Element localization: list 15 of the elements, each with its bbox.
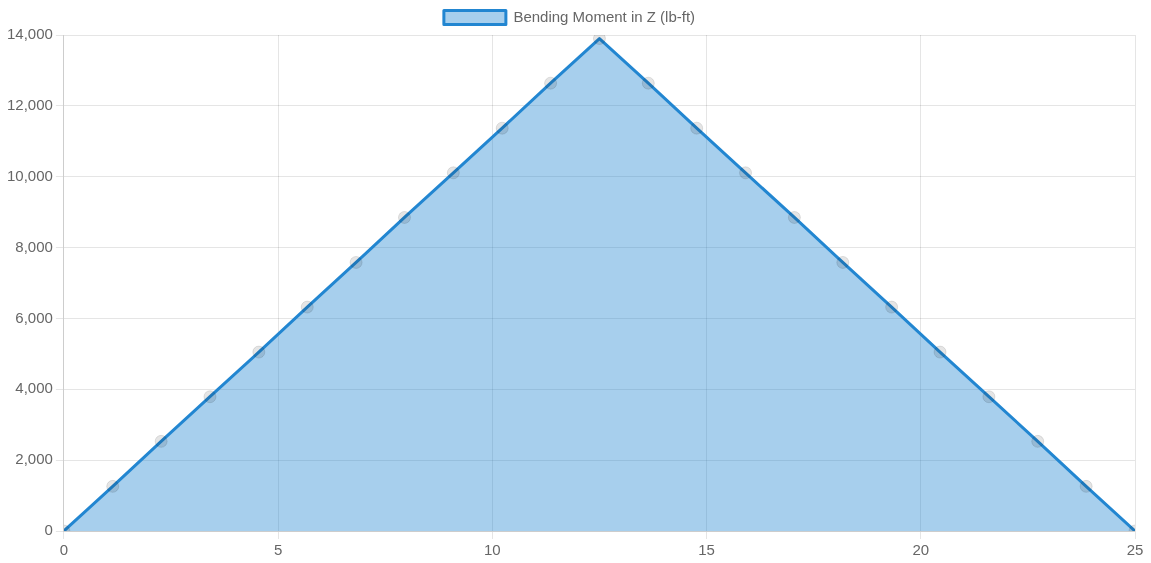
x-tick-label: 25 bbox=[1126, 541, 1144, 559]
x-tick-label: 10 bbox=[483, 541, 501, 559]
y-tick-label: 14,000 bbox=[6, 25, 53, 43]
x-tick-label: 15 bbox=[698, 541, 715, 559]
y-tick-label: 2,000 bbox=[15, 450, 53, 468]
y-tick-label: 0 bbox=[44, 521, 53, 539]
x-tick-label: 0 bbox=[59, 541, 69, 559]
y-tick-label: 8,000 bbox=[15, 237, 53, 255]
x-tick-label: 5 bbox=[273, 541, 283, 559]
legend-label: Bending Moment in Z (lb-ft) bbox=[513, 7, 696, 25]
y-tick-label: 4,000 bbox=[15, 379, 53, 397]
x-tick-label: 20 bbox=[912, 541, 930, 559]
y-tick-label: 10,000 bbox=[6, 166, 53, 184]
y-tick-label: 12,000 bbox=[6, 96, 53, 113]
y-tick-label: 6,000 bbox=[15, 308, 53, 326]
